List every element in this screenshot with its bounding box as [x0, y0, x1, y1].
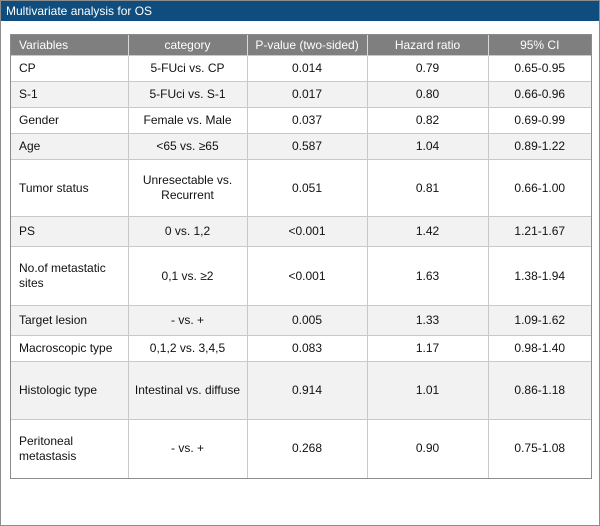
cell-category: Unresectable vs. Recurrent — [127, 159, 247, 217]
table-row: Macroscopic type 0,1,2 vs. 3,4,5 0.083 1… — [11, 335, 591, 362]
cell-variable: Peritoneal metastasis — [11, 419, 128, 478]
header-row: Variables category P-value (two-sided) H… — [11, 35, 591, 56]
table-row: No.of metastatic sites 0,1 vs. ≥2 <0.001… — [11, 246, 591, 306]
cell-category: 0,1 vs. ≥2 — [127, 246, 247, 306]
table-row: Tumor status Unresectable vs. Recurrent … — [11, 159, 591, 217]
cell-category: Female vs. Male — [127, 107, 247, 134]
table-container: Variables category P-value (two-sided) H… — [10, 34, 592, 479]
cell-hazard-ratio: 0.79 — [366, 55, 488, 82]
table-row: CP 5-FUci vs. CP 0.014 0.79 0.65-0.95 — [11, 55, 591, 82]
table-row: Gender Female vs. Male 0.037 0.82 0.69-0… — [11, 107, 591, 134]
cell-hazard-ratio: 1.04 — [366, 133, 488, 160]
cell-p-value: 0.268 — [246, 419, 367, 478]
cell-p-value: 0.914 — [246, 361, 367, 420]
cell-variable: Histologic type — [11, 361, 128, 420]
cell-variable: S-1 — [11, 81, 128, 108]
cell-ci: 1.09-1.62 — [487, 305, 591, 336]
cell-category: 0 vs. 1,2 — [127, 216, 247, 247]
cell-p-value: 0.037 — [246, 107, 367, 134]
cell-variable: CP — [11, 55, 128, 82]
table-row: Histologic type Intestinal vs. diffuse 0… — [11, 361, 591, 420]
table-row: PS 0 vs. 1,2 <0.001 1.42 1.21-1.67 — [11, 216, 591, 247]
cell-p-value: 0.017 — [246, 81, 367, 108]
cell-variable: PS — [11, 216, 128, 247]
cell-variable: Age — [11, 133, 128, 160]
cell-p-value: 0.014 — [246, 55, 367, 82]
cell-hazard-ratio: 1.17 — [366, 335, 488, 362]
header-ci: 95% CI — [487, 35, 591, 56]
header-hazard-ratio: Hazard ratio — [366, 35, 488, 56]
cell-ci: 0.98-1.40 — [487, 335, 591, 362]
figure-title: Multivariate analysis for OS — [1, 1, 599, 21]
cell-p-value: <0.001 — [246, 216, 367, 247]
cell-p-value: 0.587 — [246, 133, 367, 160]
cell-category: Intestinal vs. diffuse — [127, 361, 247, 420]
cell-category: 0,1,2 vs. 3,4,5 — [127, 335, 247, 362]
cell-hazard-ratio: 0.81 — [366, 159, 488, 217]
cell-variable: Macroscopic type — [11, 335, 128, 362]
cell-variable: No.of metastatic sites — [11, 246, 128, 306]
cell-hazard-ratio: 0.90 — [366, 419, 488, 478]
cell-category: <65 vs. ≥65 — [127, 133, 247, 160]
cell-hazard-ratio: 0.82 — [366, 107, 488, 134]
table-row: Target lesion - vs. + 0.005 1.33 1.09-1.… — [11, 305, 591, 336]
table-row: S-1 5-FUci vs. S-1 0.017 0.80 0.66-0.96 — [11, 81, 591, 108]
cell-ci: 0.66-0.96 — [487, 81, 591, 108]
cell-hazard-ratio: 1.01 — [366, 361, 488, 420]
cell-variable: Tumor status — [11, 159, 128, 217]
cell-hazard-ratio: 1.63 — [366, 246, 488, 306]
cell-ci: 0.89-1.22 — [487, 133, 591, 160]
header-variables: Variables — [11, 35, 128, 56]
header-category: category — [127, 35, 247, 56]
cell-category: 5-FUci vs. S-1 — [127, 81, 247, 108]
cell-p-value: 0.051 — [246, 159, 367, 217]
cell-p-value: 0.083 — [246, 335, 367, 362]
cell-ci: 0.66-1.00 — [487, 159, 591, 217]
cell-ci: 0.69-0.99 — [487, 107, 591, 134]
cell-p-value: 0.005 — [246, 305, 367, 336]
cell-variable: Gender — [11, 107, 128, 134]
cell-hazard-ratio: 0.80 — [366, 81, 488, 108]
header-p-value: P-value (two-sided) — [246, 35, 367, 56]
cell-ci: 0.86-1.18 — [487, 361, 591, 420]
cell-ci: 0.75-1.08 — [487, 419, 591, 478]
cell-variable: Target lesion — [11, 305, 128, 336]
multivariate-table: Variables category P-value (two-sided) H… — [11, 35, 591, 478]
cell-p-value: <0.001 — [246, 246, 367, 306]
cell-hazard-ratio: 1.42 — [366, 216, 488, 247]
cell-hazard-ratio: 1.33 — [366, 305, 488, 336]
cell-category: - vs. + — [127, 419, 247, 478]
cell-category: - vs. + — [127, 305, 247, 336]
cell-ci: 0.65-0.95 — [487, 55, 591, 82]
cell-category: 5-FUci vs. CP — [127, 55, 247, 82]
cell-ci: 1.38-1.94 — [487, 246, 591, 306]
cell-ci: 1.21-1.67 — [487, 216, 591, 247]
table-row: Peritoneal metastasis - vs. + 0.268 0.90… — [11, 419, 591, 478]
table-row: Age <65 vs. ≥65 0.587 1.04 0.89-1.22 — [11, 133, 591, 160]
